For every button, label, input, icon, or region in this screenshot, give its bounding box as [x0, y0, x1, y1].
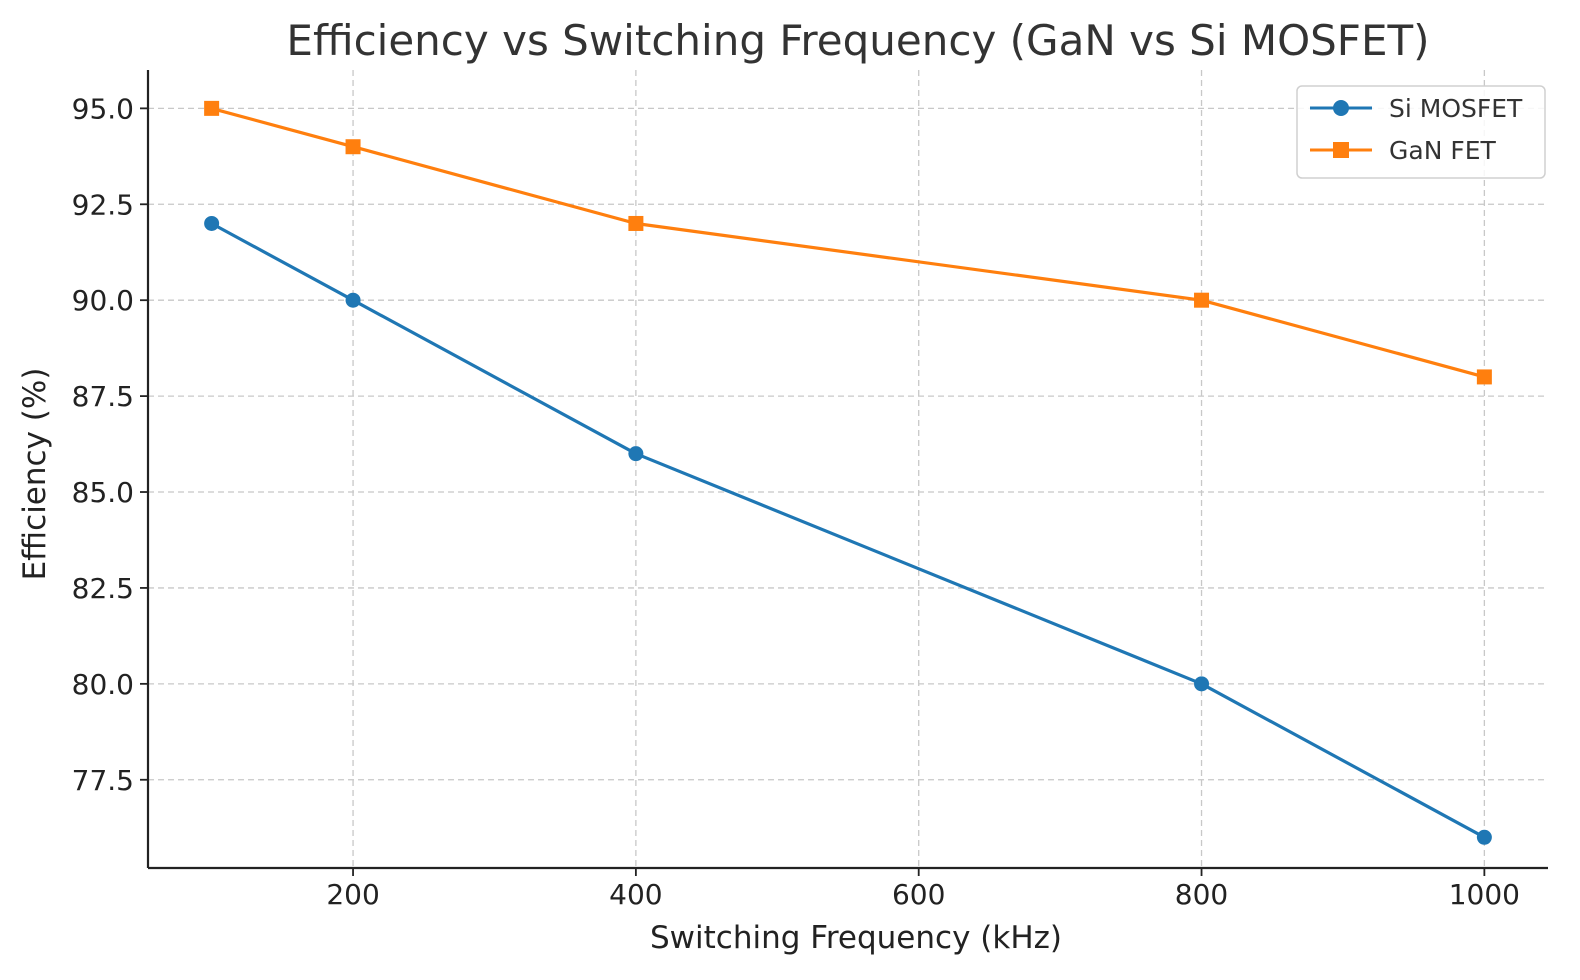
x-tick-label: 600 — [892, 878, 945, 911]
data-point-si-mosfet — [1194, 676, 1210, 692]
y-tick-label: 90.0 — [72, 284, 134, 317]
legend-label-gan-fet: GaN FET — [1389, 136, 1497, 165]
y-axis-ticks: 77.5 80.0 82.5 85.0 87.5 90.0 92.5 95.0 — [72, 92, 148, 797]
data-point-gan-fet — [1476, 369, 1492, 385]
x-axis-label: Switching Frequency (kHz) — [650, 920, 1062, 956]
y-tick-label: 82.5 — [72, 572, 134, 605]
chart-title: Efficiency vs Switching Frequency (GaN v… — [286, 16, 1429, 65]
series-line-gan-fet — [211, 106, 1485, 379]
data-point-gan-fet — [628, 215, 644, 231]
series-si-mosfet — [204, 215, 1492, 845]
y-tick-label: 87.5 — [72, 380, 134, 413]
legend-marker-si-mosfet — [1333, 100, 1349, 116]
grid — [148, 70, 1548, 868]
y-tick-label: 92.5 — [72, 188, 134, 221]
data-point-si-mosfet — [1476, 829, 1492, 845]
y-tick-label: 80.0 — [72, 668, 134, 701]
x-tick-label: 800 — [1175, 878, 1228, 911]
legend: Si MOSFET GaN FET — [1296, 85, 1546, 179]
series-layer — [204, 100, 1492, 845]
x-tick-label: 200 — [326, 878, 379, 911]
data-point-si-mosfet — [628, 446, 644, 462]
axes — [146, 70, 1548, 870]
x-tick-label: 1000 — [1449, 878, 1520, 911]
y-tick-label: 77.5 — [72, 764, 134, 797]
y-tick-label: 85.0 — [72, 476, 134, 509]
data-point-gan-fet — [204, 100, 220, 116]
x-tick-label: 400 — [609, 878, 662, 911]
data-point-si-mosfet — [345, 292, 361, 308]
data-point-gan-fet — [1194, 292, 1210, 308]
data-point-gan-fet — [345, 139, 361, 155]
series-line-si-mosfet — [210, 222, 1486, 839]
x-axis-ticks: 200 400 600 800 1000 — [326, 868, 1520, 911]
series-gan-fet — [204, 100, 1492, 385]
y-tick-label: 95.0 — [72, 92, 134, 125]
legend-marker-gan-fet — [1333, 142, 1349, 158]
data-point-si-mosfet — [204, 215, 220, 231]
legend-label-si-mosfet: Si MOSFET — [1389, 94, 1523, 123]
y-axis-label: Efficiency (%) — [17, 368, 53, 581]
